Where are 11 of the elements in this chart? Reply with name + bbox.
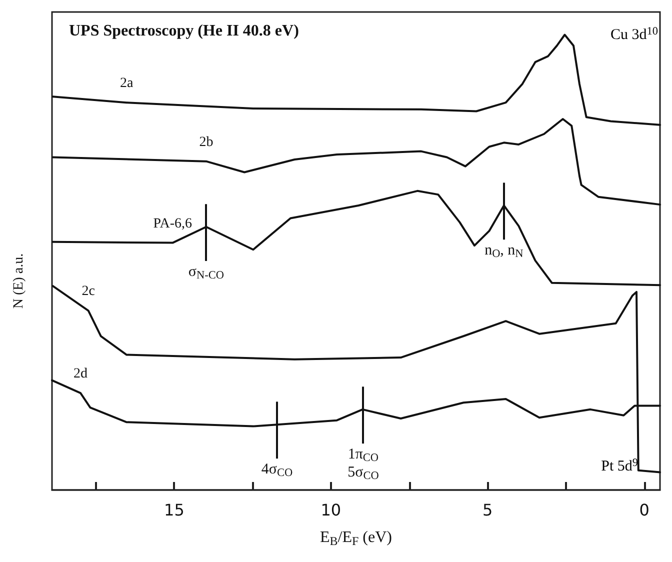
series-label: 2b bbox=[199, 134, 214, 150]
x-tick-label: 0 bbox=[639, 500, 650, 520]
series-label: 2d bbox=[74, 366, 88, 382]
chart-title: UPS Spectroscopy (He II 40.8 eV) bbox=[69, 22, 299, 40]
x-tick-label: 10 bbox=[320, 500, 342, 520]
series-label: 2a bbox=[120, 76, 134, 92]
series-label: PA-6,6 bbox=[153, 216, 192, 232]
series-label: 2c bbox=[82, 284, 95, 300]
x-tick-label: 5 bbox=[482, 500, 493, 520]
x-tick-label: 15 bbox=[164, 500, 184, 520]
y-axis-title: N (E) a.u. bbox=[12, 253, 26, 309]
